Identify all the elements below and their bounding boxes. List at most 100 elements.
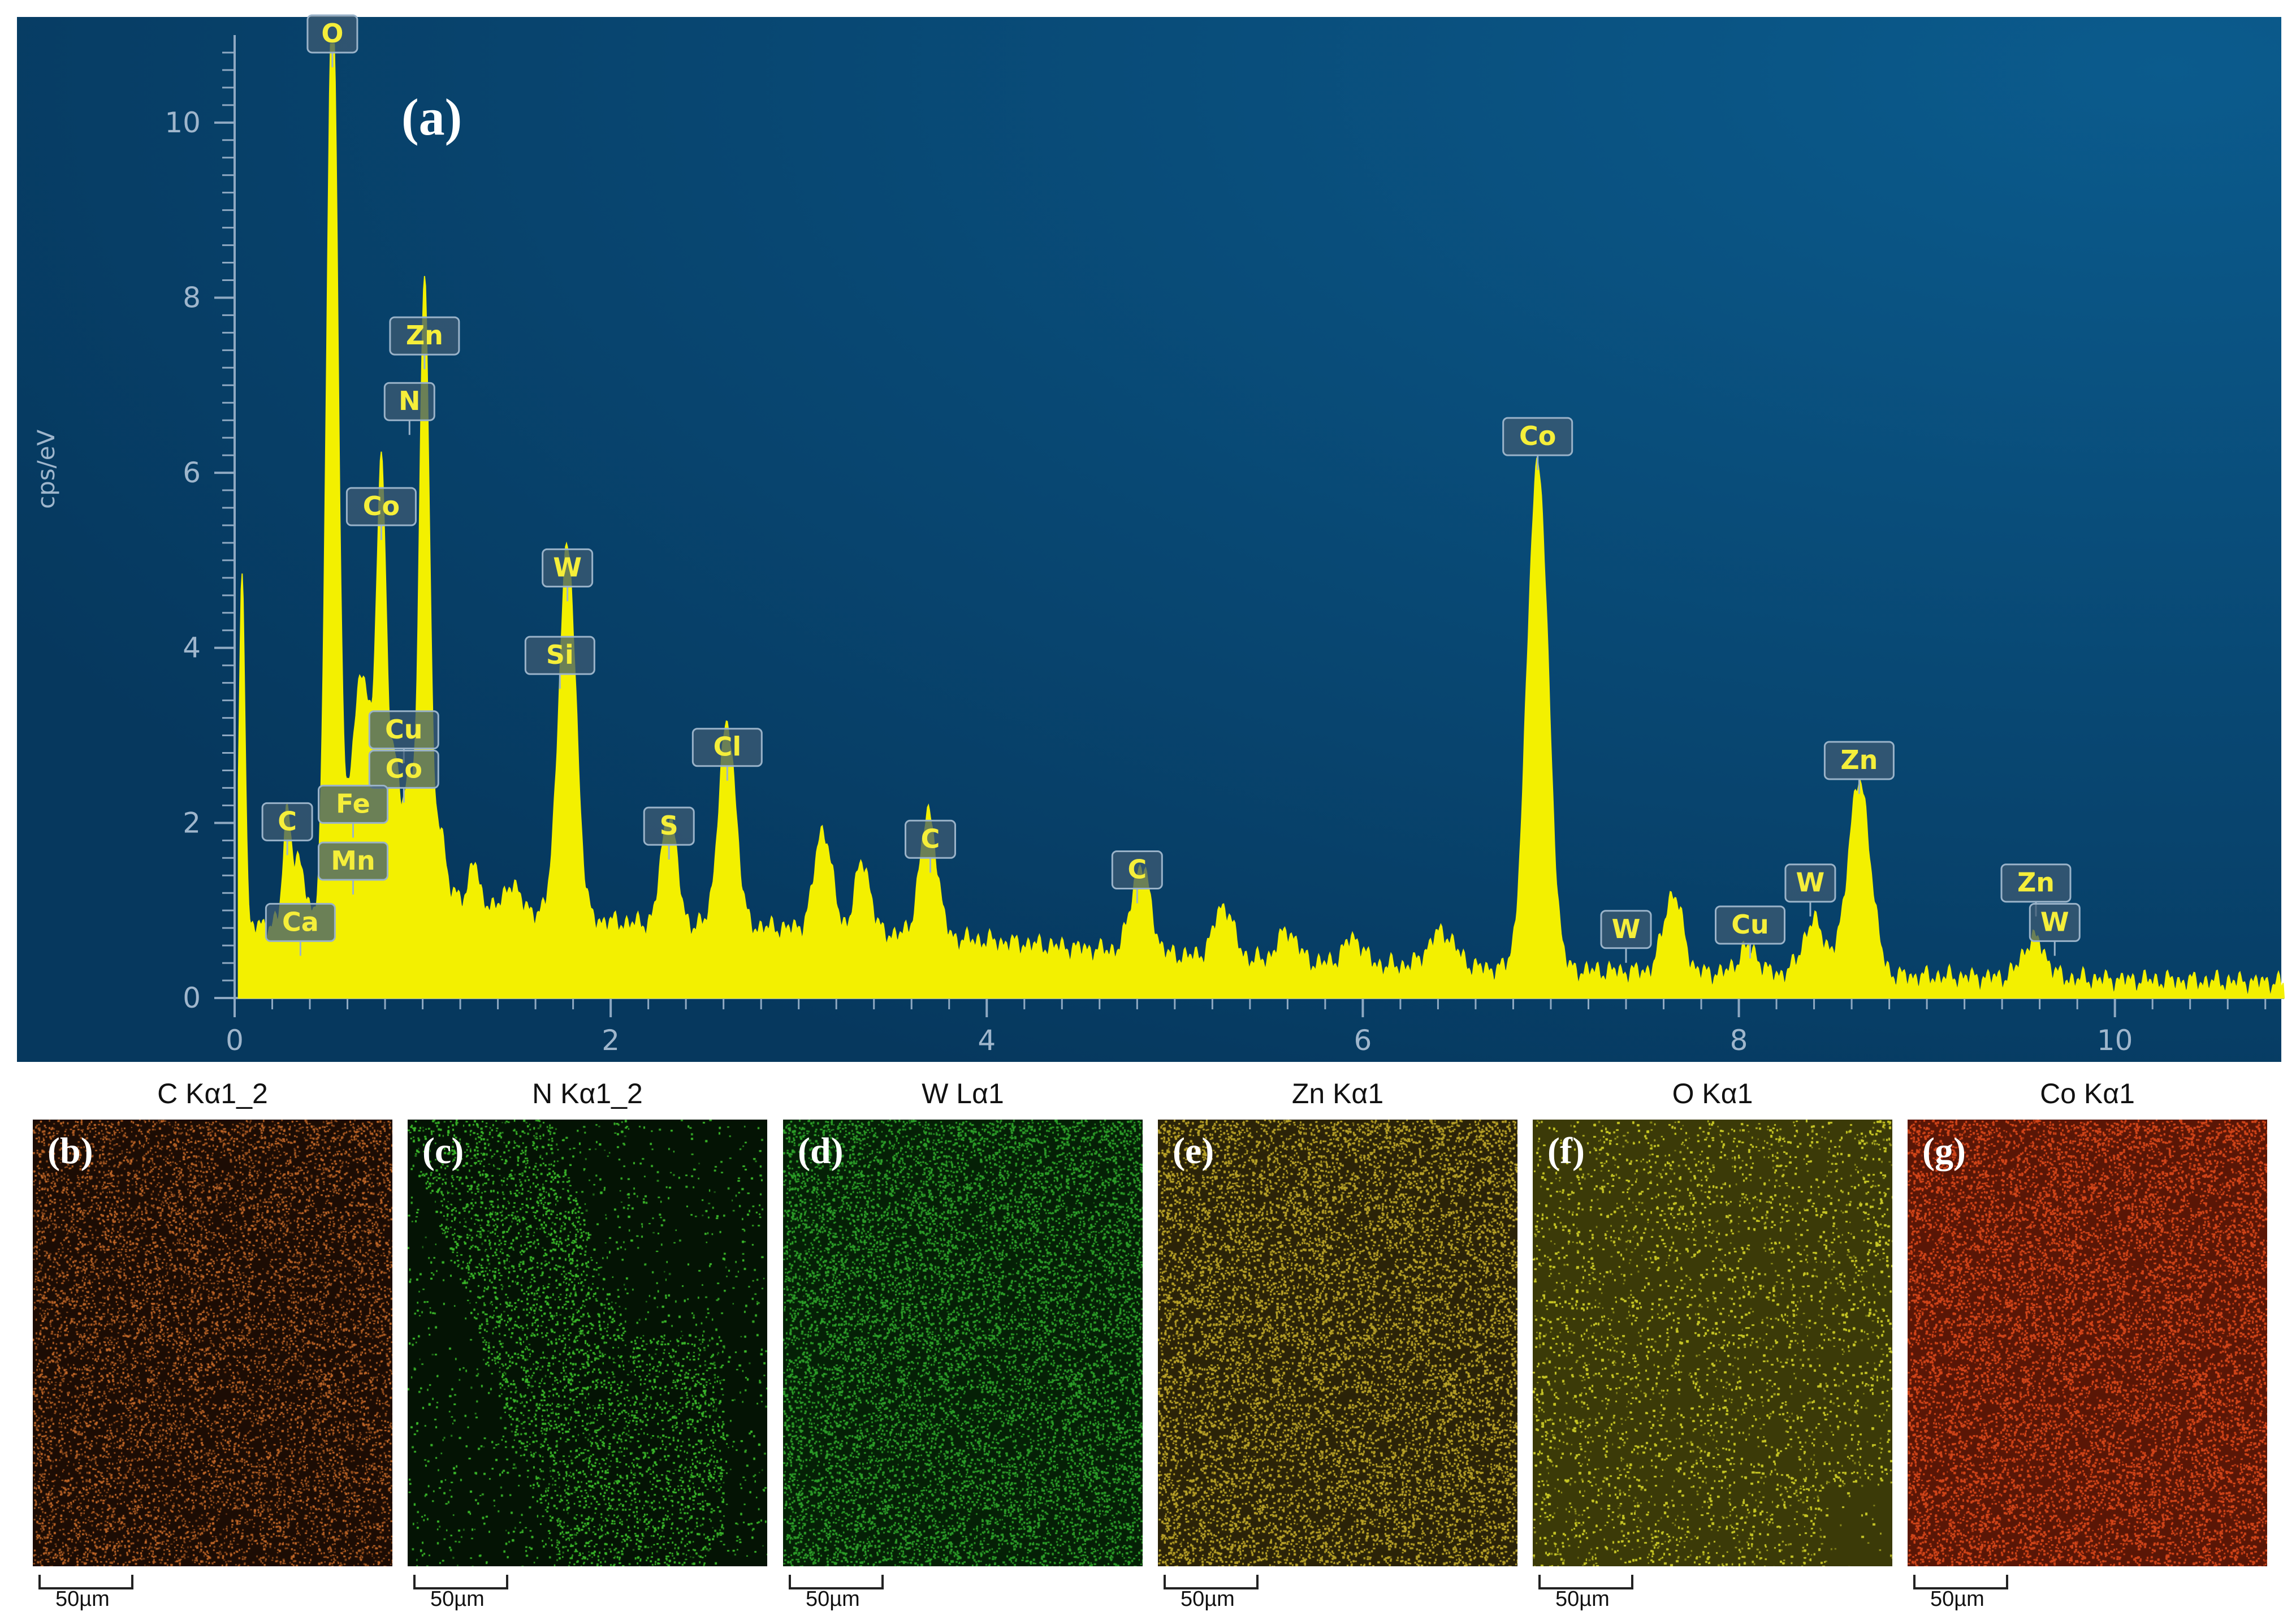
peak-label-text: Ca (282, 906, 319, 937)
peak-label-c: C (905, 819, 957, 873)
map-title: N Kα1_2 (532, 1078, 643, 1109)
peak-label-co: Co (368, 749, 439, 803)
scale-bar-label: 50µm (806, 1587, 860, 1611)
map-title: C Kα1_2 (157, 1078, 268, 1109)
scale-bar-label: 50µm (1555, 1587, 1610, 1611)
y-axis: 0 2 4 6 8 10 (165, 35, 236, 1014)
map-image (408, 1120, 767, 1566)
scale-bar-line (789, 1575, 884, 1589)
y-axis-label: cps/eV (32, 429, 60, 509)
map-panel-letter: (e) (1173, 1130, 1214, 1172)
peak-label-co: Co (1502, 417, 1573, 470)
peak-label-text: Cu (385, 714, 423, 745)
scale-bar: 50µm (38, 1575, 135, 1611)
x-tick-label: 4 (978, 1024, 996, 1057)
peak-label-fe: Fe (318, 784, 389, 838)
x-tick-label: 0 (226, 1024, 244, 1057)
scale-bar: 50µm (789, 1575, 885, 1611)
scale-bar: 50µm (413, 1575, 509, 1611)
map-title: W Lα1 (922, 1078, 1004, 1109)
x-tick-label: 8 (1730, 1024, 1748, 1057)
map-title: Zn Kα1 (1291, 1078, 1384, 1109)
panel-label-a: (a) (401, 88, 462, 146)
scale-bar-label: 50µm (55, 1587, 110, 1611)
map-image (1158, 1120, 1517, 1566)
peak-label-w: W (1784, 863, 1836, 917)
elemental-map-c: (c) (408, 1120, 767, 1566)
elemental-map-g: (g) (1908, 1120, 2267, 1566)
spectrum-series (237, 43, 2285, 999)
peak-label-mn: Mn (318, 841, 389, 895)
scale-bar-line (413, 1575, 508, 1589)
peak-label-s: S (643, 806, 695, 860)
peak-label-text: Co (1519, 421, 1556, 451)
peak-label-text: C (921, 823, 940, 854)
peak-label-cu: Cu (1715, 905, 1786, 959)
peak-label-n: N (383, 382, 435, 435)
peak-label-ca: Ca (265, 902, 336, 956)
peak-label-text: W (1796, 867, 1825, 898)
peak-label-text: W (1612, 914, 1641, 944)
peak-label-o: O (306, 14, 358, 67)
peak-label-w: W (1600, 910, 1652, 963)
scale-bar-line (1164, 1575, 1259, 1589)
peak-label-c: C (261, 802, 313, 856)
peak-label-w: W (2029, 902, 2081, 956)
peak-label-text: Zn (1840, 745, 1878, 775)
peak-label-text: Co (363, 491, 400, 521)
x-tick-label: 10 (2097, 1024, 2133, 1057)
peak-label-c: C (1111, 850, 1163, 904)
peak-label-text: Fe (336, 788, 370, 819)
peak-label-text: C (1127, 854, 1147, 884)
map-image (1533, 1120, 1892, 1566)
map-title: Co Kα1 (2040, 1078, 2135, 1109)
y-tick-label: 2 (183, 806, 201, 839)
peak-label-text: Cu (1731, 909, 1769, 940)
peak-label-text: W (553, 552, 582, 582)
x-tick-label: 2 (602, 1024, 620, 1057)
map-panel-letter: (g) (1922, 1130, 1966, 1172)
elemental-map-e: (e) (1158, 1120, 1517, 1566)
peak-label-text: Si (546, 640, 574, 670)
peak-label-si: Si (524, 636, 595, 689)
map-title: O Kα1 (1672, 1078, 1753, 1109)
scale-bar: 50µm (1913, 1575, 2009, 1611)
scale-bar-label: 50µm (1181, 1587, 1235, 1611)
peak-label-text: W (2040, 906, 2069, 937)
peak-label-zn: Zn (2000, 863, 2072, 917)
elemental-map-f: (f) (1533, 1120, 1892, 1566)
map-panel-letter: (f) (1547, 1130, 1585, 1172)
y-tick-label: 0 (183, 982, 201, 1014)
peak-label-text: Cl (714, 732, 742, 762)
scale-bar: 50µm (1164, 1575, 1260, 1611)
peak-labels: O Zn N Co W Si Cu Co Fe C Mn Ca S Cl C C Co W Cu W Zn Zn W (261, 14, 2081, 963)
peak-label-w: W (542, 548, 594, 602)
map-image (783, 1120, 1143, 1566)
peak-label-text: Co (386, 753, 422, 784)
eds-spectrum-chart: 0 2 4 6 8 10 0 2 4 6 8 10 O Zn N Co W Si Cu Co Fe C Mn Ca S Cl C… (17, 14, 2285, 1062)
elemental-map-d: (d) (783, 1120, 1143, 1566)
peak-label-zn: Zn (1823, 741, 1895, 794)
peak-label-text: O (321, 18, 343, 49)
peak-label-text: Zn (2017, 867, 2055, 898)
scale-bar-label: 50µm (430, 1587, 485, 1611)
map-panel-letter: (d) (798, 1130, 844, 1172)
scale-bar-line (1913, 1575, 2008, 1589)
peak-label-text: N (399, 386, 421, 416)
map-image (33, 1120, 392, 1566)
y-tick-label: 4 (183, 632, 201, 664)
peak-label-text: S (660, 810, 678, 841)
peak-label-zn: Zn (389, 316, 460, 370)
map-panel-letter: (b) (47, 1130, 93, 1172)
map-image (1908, 1120, 2267, 1566)
scale-bar-label: 50µm (1930, 1587, 1984, 1611)
elemental-map-b: (b) (33, 1120, 392, 1566)
y-tick-label: 10 (165, 106, 201, 139)
peak-label-text: Mn (331, 845, 375, 876)
peak-label-co: Co (345, 487, 417, 540)
x-tick-label: 6 (1354, 1024, 1372, 1057)
map-panel-letter: (c) (422, 1130, 464, 1172)
scale-bar: 50µm (1538, 1575, 1635, 1611)
scale-bar-line (38, 1575, 133, 1589)
peak-label-text: C (278, 806, 297, 836)
